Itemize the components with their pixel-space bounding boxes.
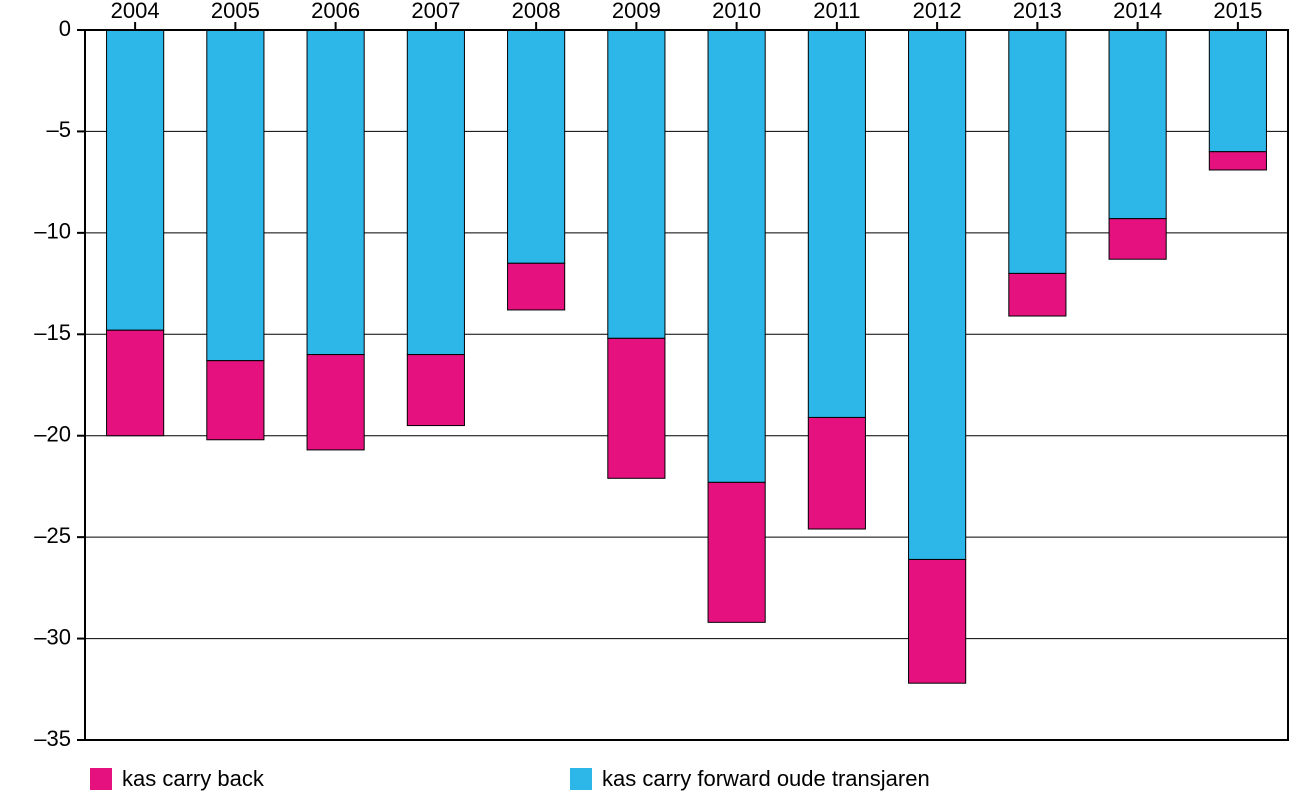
x-tick-label: 2013	[1013, 0, 1062, 23]
bar-carry_back	[1109, 219, 1166, 260]
x-tick-label: 2007	[411, 0, 460, 23]
bar-carry_forward	[1009, 30, 1066, 273]
x-tick-label: 2014	[1113, 0, 1162, 23]
stacked-bar-chart: 0 –5 –10 –15 –20 –25 –30 –35 2004 2005 2006 2007 200…	[0, 0, 1300, 796]
legend-swatch	[90, 768, 112, 790]
y-tick-label: –15	[34, 320, 71, 345]
bar-carry_back	[508, 263, 565, 310]
bar-carry_back	[909, 559, 966, 683]
legend-item-carry-forward: kas carry forward oude transjaren	[570, 766, 930, 792]
legend-swatch	[570, 768, 592, 790]
x-tick-label: 2008	[512, 0, 561, 23]
bar-carry_forward	[808, 30, 865, 417]
legend-label: kas carry forward oude transjaren	[602, 766, 930, 792]
x-tick-label: 2015	[1213, 0, 1262, 23]
bar-carry_back	[808, 417, 865, 529]
bar-carry_back	[307, 355, 364, 450]
bar-carry_forward	[207, 30, 264, 361]
y-tick-label: 0	[59, 16, 71, 41]
x-tick-label: 2005	[211, 0, 260, 23]
legend-label: kas carry back	[122, 766, 264, 792]
bar-carry_forward	[407, 30, 464, 355]
y-tick-label: –10	[34, 219, 71, 244]
bar-carry_forward	[508, 30, 565, 263]
x-tick-label: 2012	[913, 0, 962, 23]
bar-carry_forward	[608, 30, 665, 338]
bar-carry_back	[107, 330, 164, 435]
bar-carry_back	[708, 482, 765, 622]
x-tick-label: 2004	[111, 0, 160, 23]
bar-carry_forward	[1109, 30, 1166, 219]
y-tick-label: –20	[34, 422, 71, 447]
bar-carry_back	[407, 355, 464, 426]
chart-svg: 0 –5 –10 –15 –20 –25 –30 –35 2004 2005 2006 2007 200…	[0, 0, 1300, 796]
bar-carry_forward	[708, 30, 765, 482]
x-tick-label: 2010	[712, 0, 761, 23]
x-tick-label: 2009	[612, 0, 661, 23]
bar-carry_forward	[307, 30, 364, 355]
x-tick-label: 2006	[311, 0, 360, 23]
y-tick-label: –35	[34, 726, 71, 751]
legend-item-carry-back: kas carry back	[90, 766, 264, 792]
y-tick-label: –5	[47, 117, 71, 142]
y-tick-label: –30	[34, 624, 71, 649]
bar-carry_back	[207, 361, 264, 440]
x-tick-label: 2011	[813, 0, 860, 23]
bar-carry_back	[1009, 273, 1066, 316]
bar-carry_forward	[107, 30, 164, 330]
bar-carry_back	[1209, 152, 1266, 170]
y-tick-label: –25	[34, 523, 71, 548]
bar-carry_forward	[909, 30, 966, 559]
bar-carry_back	[608, 338, 665, 478]
bar-carry_forward	[1209, 30, 1266, 152]
